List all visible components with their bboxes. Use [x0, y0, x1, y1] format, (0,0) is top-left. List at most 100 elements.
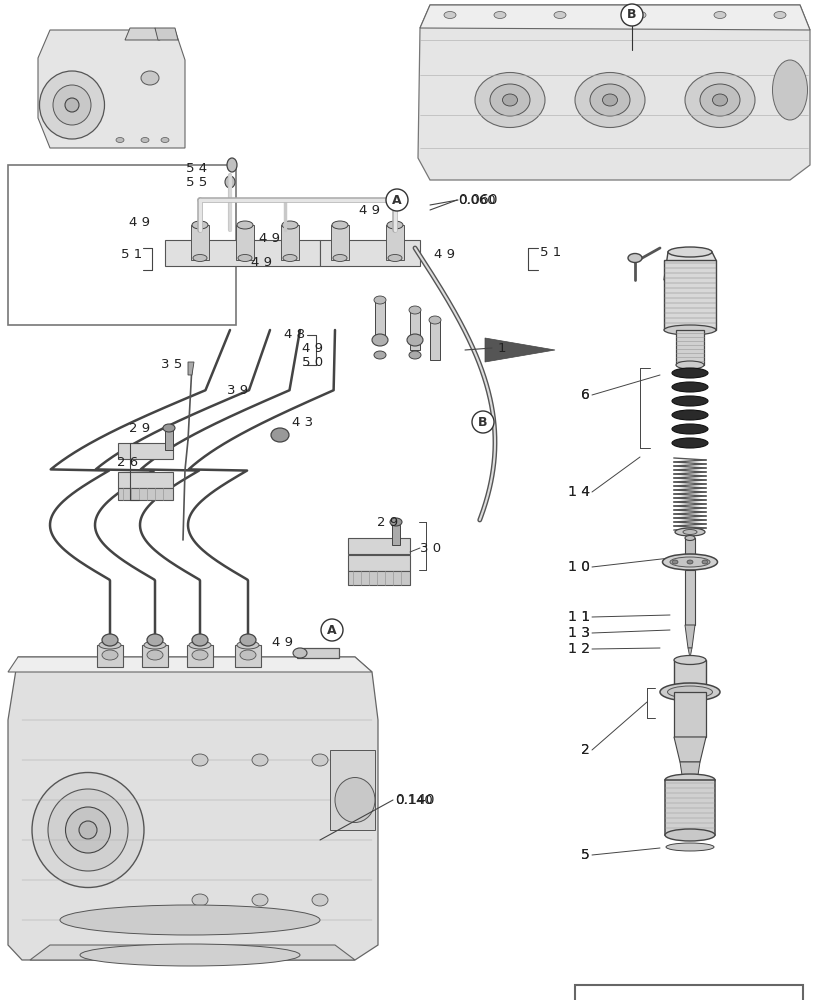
Text: 5: 5	[581, 848, 590, 862]
Bar	[118, 472, 173, 488]
Bar	[685, 570, 695, 625]
Ellipse shape	[102, 650, 118, 660]
Polygon shape	[8, 657, 378, 960]
Text: 0.060: 0.060	[458, 193, 498, 207]
Bar	[142, 645, 168, 667]
Bar	[331, 225, 349, 260]
Bar	[191, 225, 209, 260]
Ellipse shape	[102, 634, 118, 646]
Ellipse shape	[664, 325, 716, 335]
Ellipse shape	[672, 368, 708, 378]
Bar	[430, 320, 440, 360]
Text: B: B	[628, 8, 636, 21]
Text: 1 3: 1 3	[568, 626, 590, 640]
Text: 4 8: 4 8	[284, 328, 305, 342]
Ellipse shape	[700, 84, 740, 116]
Ellipse shape	[116, 137, 124, 142]
Bar	[410, 310, 420, 350]
Ellipse shape	[672, 424, 708, 434]
Text: 2: 2	[581, 743, 590, 757]
Ellipse shape	[444, 11, 456, 18]
Text: 1 4: 1 4	[568, 485, 590, 499]
Ellipse shape	[147, 634, 163, 646]
Bar	[297, 648, 339, 658]
Bar	[97, 645, 123, 667]
Text: 4 9: 4 9	[302, 342, 323, 355]
Ellipse shape	[387, 221, 403, 229]
Text: 4 9: 4 9	[259, 232, 280, 244]
Polygon shape	[188, 362, 194, 375]
Ellipse shape	[554, 11, 566, 18]
Ellipse shape	[48, 789, 128, 871]
Text: B: B	[478, 416, 488, 428]
Ellipse shape	[189, 641, 211, 649]
Text: 0.140: 0.140	[395, 793, 434, 807]
Ellipse shape	[602, 94, 618, 106]
Ellipse shape	[634, 11, 646, 18]
Text: 3 5: 3 5	[161, 359, 182, 371]
Circle shape	[621, 4, 643, 26]
Bar	[187, 645, 213, 667]
Ellipse shape	[388, 254, 402, 261]
Bar	[118, 488, 173, 500]
Ellipse shape	[240, 650, 256, 660]
Text: 1 2: 1 2	[568, 642, 590, 656]
Polygon shape	[680, 762, 700, 775]
Ellipse shape	[283, 254, 297, 261]
Ellipse shape	[99, 641, 121, 649]
Bar	[676, 330, 704, 365]
Text: 5 0: 5 0	[302, 357, 323, 369]
Ellipse shape	[714, 11, 726, 18]
Bar	[674, 660, 706, 690]
Ellipse shape	[494, 11, 506, 18]
Polygon shape	[685, 625, 695, 648]
Ellipse shape	[312, 754, 328, 766]
Text: 1 1: 1 1	[568, 610, 590, 624]
Ellipse shape	[240, 634, 256, 646]
Text: 1 1: 1 1	[568, 610, 590, 624]
Bar	[685, 538, 695, 560]
Ellipse shape	[665, 829, 715, 841]
Polygon shape	[8, 657, 372, 672]
Ellipse shape	[161, 137, 169, 142]
Ellipse shape	[312, 894, 328, 906]
Text: 4 3: 4 3	[292, 416, 313, 428]
Bar	[392, 525, 400, 545]
Text: 1 3: 1 3	[568, 626, 590, 640]
Circle shape	[386, 189, 408, 211]
Ellipse shape	[237, 641, 259, 649]
Text: A: A	[392, 194, 401, 207]
Ellipse shape	[667, 686, 712, 698]
Ellipse shape	[685, 536, 695, 540]
Text: 4 9: 4 9	[434, 248, 455, 261]
Text: 2 9: 2 9	[129, 422, 150, 434]
Ellipse shape	[683, 530, 697, 534]
Polygon shape	[664, 252, 716, 280]
Circle shape	[472, 411, 494, 433]
Ellipse shape	[407, 334, 423, 346]
Ellipse shape	[390, 518, 402, 526]
Text: 2 6: 2 6	[117, 456, 138, 470]
Ellipse shape	[676, 361, 704, 369]
Bar	[386, 225, 404, 260]
Bar	[348, 571, 410, 585]
Ellipse shape	[144, 641, 166, 649]
Polygon shape	[155, 28, 178, 40]
Bar	[165, 430, 173, 450]
Bar	[118, 443, 173, 459]
Ellipse shape	[163, 424, 175, 432]
Polygon shape	[674, 737, 706, 762]
Ellipse shape	[252, 754, 268, 766]
Text: 5: 5	[581, 848, 590, 862]
Bar	[665, 780, 715, 835]
Bar	[330, 750, 375, 830]
Text: 2: 2	[581, 743, 590, 757]
Ellipse shape	[282, 221, 298, 229]
Text: 4 9: 4 9	[251, 255, 272, 268]
Text: 4 9: 4 9	[129, 216, 150, 229]
Bar	[281, 225, 299, 260]
Text: 5 1: 5 1	[540, 245, 561, 258]
Text: 3 9: 3 9	[227, 383, 248, 396]
Bar	[348, 538, 410, 554]
Text: 5 4: 5 4	[186, 161, 207, 174]
